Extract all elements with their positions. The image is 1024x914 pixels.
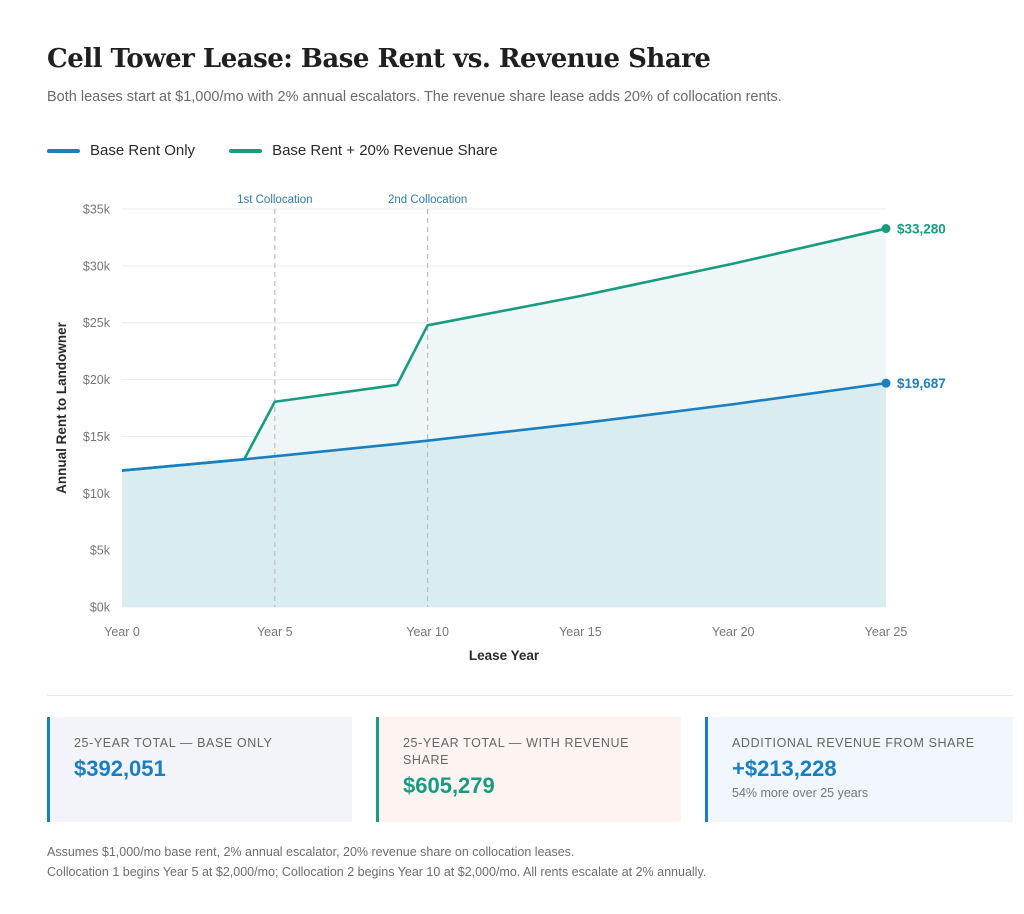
y-tick-label: $0k xyxy=(90,601,111,615)
page-title: Cell Tower Lease: Base Rent vs. Revenue … xyxy=(47,44,711,74)
card-additional: Additional Revenue From Share +$213,228 … xyxy=(705,717,1013,822)
section-divider xyxy=(47,695,1013,696)
y-tick-label: $15k xyxy=(83,430,111,444)
card-base-label: 25-Year Total — Base Only xyxy=(74,736,273,750)
x-tick-label: Year 5 xyxy=(257,625,293,639)
y-axis-label: Annual Rent to Landowner xyxy=(54,321,69,493)
y-tick-label: $10k xyxy=(83,487,111,501)
x-axis-label: Lease Year xyxy=(469,648,540,663)
y-tick-label: $5k xyxy=(90,544,111,558)
legend-swatch-base xyxy=(47,148,80,153)
card-share-label: 25-Year Total — With Revenue Share xyxy=(403,736,630,767)
y-tick-label: $30k xyxy=(83,259,111,273)
x-tick-label: Year 25 xyxy=(865,625,908,639)
card-additional-value: +$213,228 xyxy=(732,756,837,781)
collocation-label-1: 1st Collocation xyxy=(237,194,312,206)
collocation-markers: 1st Collocation 2nd Collocation xyxy=(237,194,467,607)
footnote-2: Collocation 1 begins Year 5 at $2,000/mo… xyxy=(47,865,707,879)
series-line-base xyxy=(121,381,887,472)
area-fill-base xyxy=(122,383,886,607)
y-tick-label: $25k xyxy=(83,316,111,330)
end-point-share xyxy=(881,224,891,234)
end-label-base: $19,687 xyxy=(897,376,946,391)
collocation-label-2: 2nd Collocation xyxy=(388,194,467,206)
end-point-base xyxy=(881,378,891,388)
card-additional-sub: 54% more over 25 years xyxy=(732,786,869,800)
legend-item-base: Base Rent Only xyxy=(47,142,195,159)
card-share-total: 25-Year Total — With Revenue Share $605,… xyxy=(376,717,681,822)
footnote-1: Assumes $1,000/mo base rent, 2% annual e… xyxy=(47,845,575,859)
end-points: $33,280 $19,687 xyxy=(881,222,946,391)
rent-chart: 1st Collocation 2nd Collocation $33,280 $1… xyxy=(54,194,946,663)
area-fills xyxy=(122,228,886,608)
chart-legend: Base Rent Only Base Rent + 20% Revenue S… xyxy=(47,142,532,159)
end-label-share: $33,280 xyxy=(897,222,946,237)
card-additional-label: Additional Revenue From Share xyxy=(732,736,975,750)
card-base-total: 25-Year Total — Base Only $392,051 xyxy=(47,717,352,822)
y-tick-label: $20k xyxy=(83,373,111,387)
legend-item-share: Base Rent + 20% Revenue Share xyxy=(229,142,498,159)
legend-swatch-share xyxy=(229,148,263,153)
series-line-share xyxy=(121,227,887,472)
legend-label-base: Base Rent Only xyxy=(90,142,196,159)
page-subtitle: Both leases start at $1,000/mo with 2% a… xyxy=(47,89,782,105)
x-tick-label: Year 20 xyxy=(712,625,755,639)
x-tick-label: Year 10 xyxy=(406,625,449,639)
x-tick-label: Year 0 xyxy=(104,625,140,639)
series-lines xyxy=(121,227,887,472)
y-tick-labels: $0k $5k $10k $15k $20k $25k $30k $35k xyxy=(83,203,111,615)
card-share-value: $605,279 xyxy=(403,773,495,798)
x-tick-label: Year 15 xyxy=(559,625,602,639)
legend-label-share: Base Rent + 20% Revenue Share xyxy=(272,142,498,159)
y-tick-label: $35k xyxy=(83,203,111,217)
x-tick-labels: Year 0 Year 5 Year 10 Year 15 Year 20 Year 25 xyxy=(104,625,907,639)
card-base-value: $392,051 xyxy=(74,756,166,781)
